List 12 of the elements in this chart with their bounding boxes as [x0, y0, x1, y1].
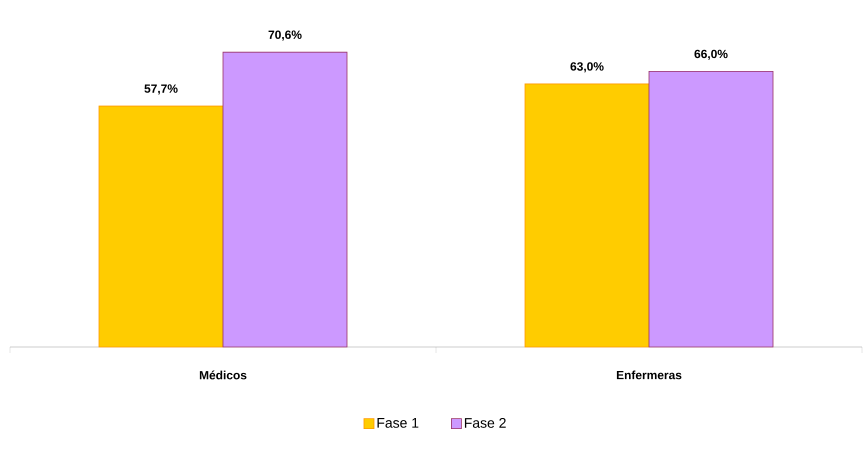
x-tick-label: Médicos — [200, 370, 246, 380]
legend-label: Fase 1 — [378, 418, 418, 428]
bar — [98, 106, 224, 348]
bar — [524, 84, 650, 348]
data-label: 57,7% — [144, 84, 178, 95]
data-label: 66,0% — [694, 50, 728, 60]
data-label: 63,0% — [570, 62, 604, 72]
bar — [222, 52, 348, 348]
data-label: 70,6% — [268, 30, 302, 41]
x-tick-label: Enfermeras — [616, 370, 682, 380]
bar — [648, 71, 774, 348]
legend-label: Fase 2 — [464, 418, 506, 428]
